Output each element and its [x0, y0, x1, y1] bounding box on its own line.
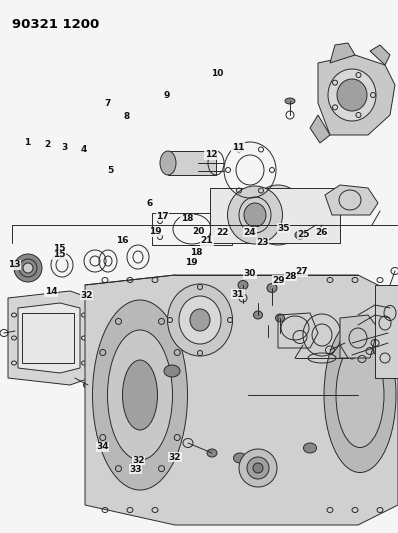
Polygon shape [318, 55, 395, 135]
Ellipse shape [14, 254, 42, 282]
Text: 23: 23 [256, 238, 269, 247]
Text: 32: 32 [80, 291, 93, 300]
Ellipse shape [123, 360, 158, 430]
Ellipse shape [250, 185, 306, 245]
Text: 8: 8 [123, 112, 130, 120]
Text: 25: 25 [297, 230, 310, 239]
Text: 26: 26 [315, 228, 328, 237]
Text: 24: 24 [244, 228, 256, 237]
Text: 28: 28 [284, 272, 297, 280]
Text: 2: 2 [44, 141, 50, 149]
Ellipse shape [285, 98, 295, 104]
Ellipse shape [247, 457, 269, 479]
Text: 90321 1200: 90321 1200 [12, 18, 99, 31]
Ellipse shape [328, 69, 376, 121]
Text: 30: 30 [244, 270, 256, 278]
Polygon shape [330, 43, 355, 63]
Ellipse shape [92, 300, 187, 490]
Text: 19: 19 [149, 228, 162, 236]
Ellipse shape [324, 318, 396, 472]
Text: 33: 33 [129, 465, 142, 473]
Ellipse shape [164, 365, 180, 377]
Text: 19: 19 [185, 258, 198, 266]
Bar [22, 313, 74, 363]
Ellipse shape [228, 186, 283, 244]
Text: 27: 27 [295, 268, 308, 276]
Ellipse shape [244, 203, 266, 227]
Text: 20: 20 [192, 227, 205, 236]
Text: 15: 15 [53, 251, 65, 259]
Ellipse shape [207, 449, 217, 457]
Text: 7: 7 [104, 99, 111, 108]
Ellipse shape [254, 311, 263, 319]
Polygon shape [375, 285, 398, 378]
Ellipse shape [239, 449, 277, 487]
Polygon shape [325, 185, 378, 215]
Ellipse shape [179, 296, 221, 344]
Text: 34: 34 [96, 442, 109, 451]
Ellipse shape [253, 463, 263, 473]
Ellipse shape [304, 443, 316, 453]
Polygon shape [18, 303, 80, 373]
Ellipse shape [238, 280, 248, 289]
Ellipse shape [267, 284, 277, 293]
Text: 15: 15 [53, 244, 65, 253]
Text: 17: 17 [156, 212, 169, 221]
Text: 18: 18 [181, 214, 193, 223]
Ellipse shape [275, 314, 285, 322]
Text: 13: 13 [8, 261, 20, 269]
Text: 12: 12 [205, 150, 217, 159]
Polygon shape [8, 291, 90, 385]
Ellipse shape [168, 284, 232, 356]
Text: 18: 18 [189, 248, 202, 257]
Text: 16: 16 [116, 237, 129, 245]
Text: 11: 11 [232, 143, 244, 151]
Text: 1: 1 [24, 138, 30, 147]
Text: 21: 21 [201, 237, 213, 245]
Text: 31: 31 [232, 290, 244, 298]
Text: 5: 5 [107, 166, 114, 175]
Text: 4: 4 [80, 145, 87, 154]
Ellipse shape [336, 343, 384, 448]
Ellipse shape [234, 453, 246, 463]
Text: 6: 6 [146, 199, 152, 208]
Text: 14: 14 [45, 287, 57, 296]
Ellipse shape [382, 327, 394, 349]
Ellipse shape [190, 309, 210, 331]
Text: 22: 22 [216, 228, 228, 237]
Polygon shape [210, 188, 340, 243]
Ellipse shape [23, 263, 33, 273]
Text: 29: 29 [272, 276, 285, 285]
Ellipse shape [160, 151, 176, 175]
Ellipse shape [107, 330, 172, 460]
Text: 32: 32 [169, 453, 181, 462]
Text: 32: 32 [132, 456, 145, 465]
Text: 10: 10 [211, 69, 223, 78]
Ellipse shape [84, 382, 92, 389]
Polygon shape [85, 275, 398, 525]
Text: 35: 35 [277, 224, 290, 232]
Ellipse shape [337, 79, 367, 111]
Text: 9: 9 [163, 92, 170, 100]
Bar [168, 151, 216, 175]
Ellipse shape [295, 231, 305, 239]
Polygon shape [340, 315, 378, 358]
Polygon shape [370, 45, 390, 65]
Text: 3: 3 [62, 143, 68, 151]
Polygon shape [310, 115, 330, 143]
